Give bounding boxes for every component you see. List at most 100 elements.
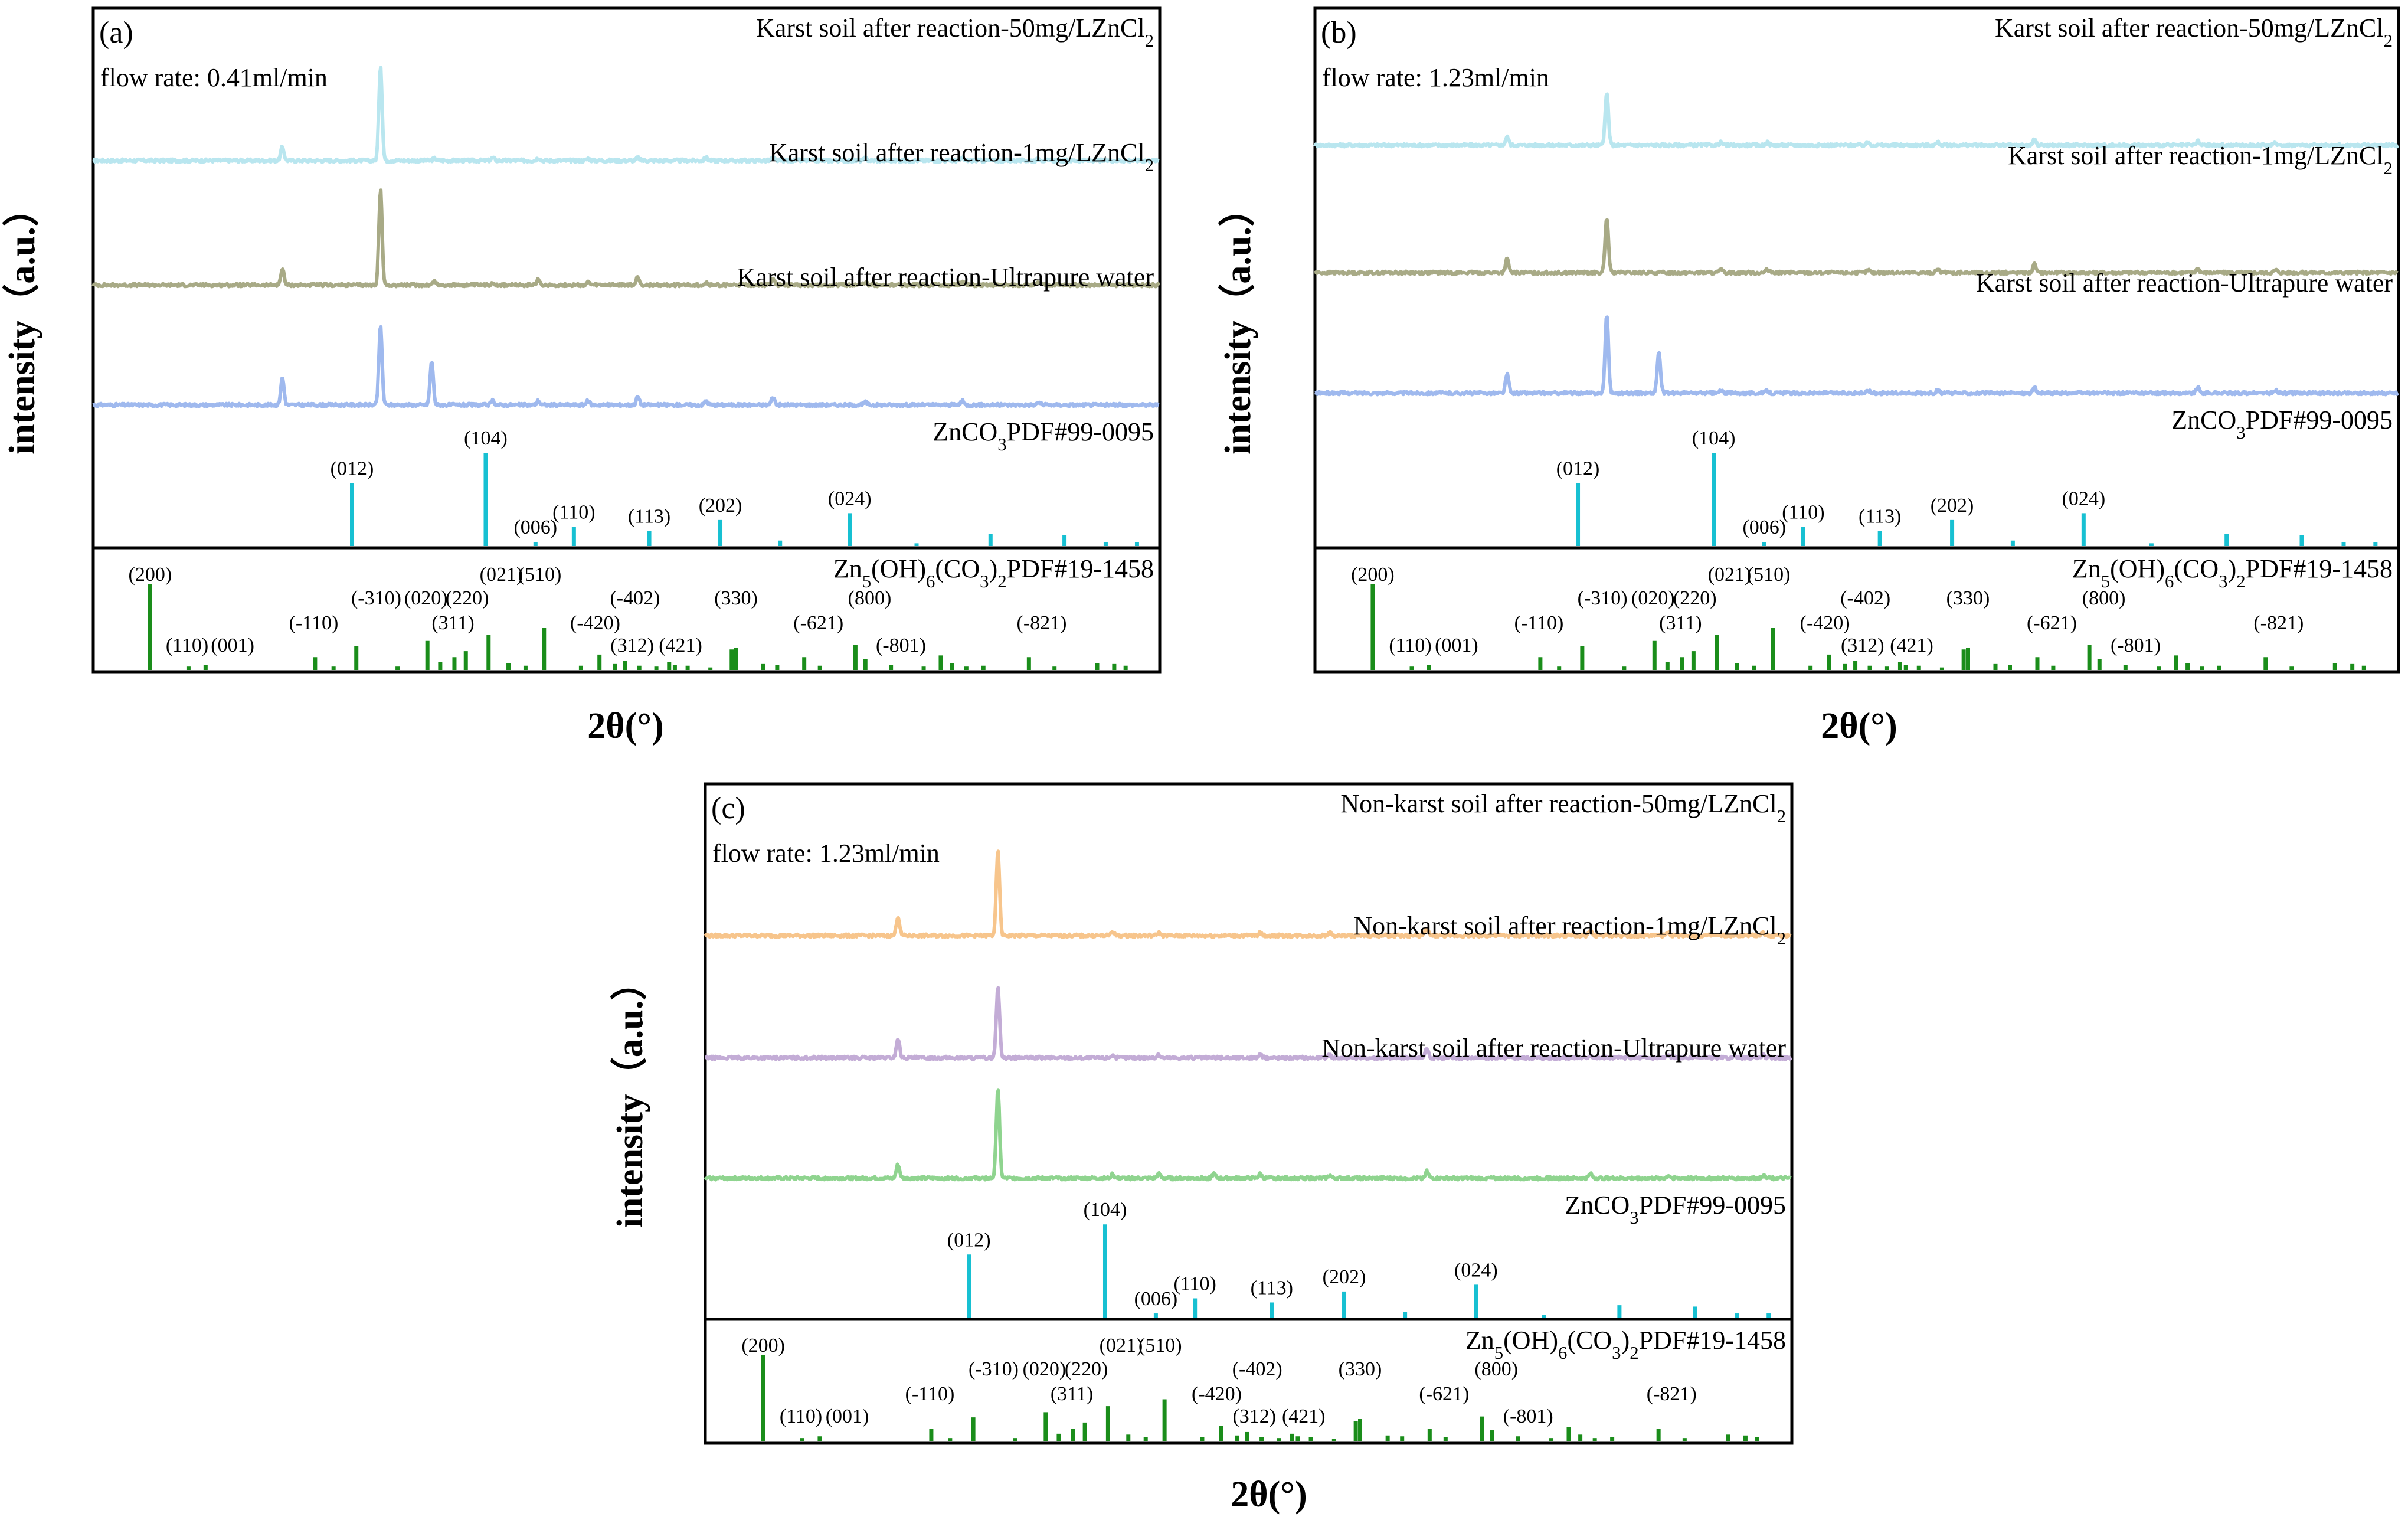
y-axis-label: intensity（a.u.） (609, 964, 650, 1228)
series-line-3 (92, 325, 1160, 408)
hzc-index-label: (421) (1890, 635, 1933, 656)
y-axis-label: intensity（a.u.） (1217, 190, 1258, 455)
hzc-index-label: (-110) (905, 1383, 955, 1405)
znco3-index-label: (113) (1859, 505, 1901, 527)
hzc-index-label: (220) (446, 587, 489, 609)
hzc-index-label: (800) (848, 587, 892, 609)
panel-label: (c) (711, 792, 745, 825)
hzc-index-label: (-310) (351, 587, 401, 609)
hzc-index-label: (-821) (2253, 612, 2304, 634)
znco3-index-label: (104) (1692, 427, 1736, 449)
series-label-3: Karst soil after reaction-Ultrapure wate… (1976, 269, 2393, 298)
hzc-index-label: (220) (1673, 587, 1717, 609)
hzc-reference-label: Zn5(OH)6(CO3)2PDF#19-1458 (2072, 554, 2393, 591)
hzc-index-label: (-402) (610, 587, 660, 609)
hzc-index-label: (800) (2082, 587, 2126, 609)
hzc-index-label: (-420) (1192, 1383, 1242, 1405)
hzc-reference-label: Zn5(OH)6(CO3)2PDF#19-1458 (833, 554, 1154, 591)
hzc-index-label: (001) (1435, 635, 1478, 656)
hzc-index-label: (510) (518, 564, 562, 586)
flow-rate-label: flow rate: 1.23ml/min (1322, 63, 1549, 92)
znco3-index-label: (104) (1084, 1199, 1127, 1221)
hzc-index-label: (311) (1051, 1383, 1093, 1405)
hzc-index-label: (-310) (969, 1358, 1019, 1380)
hzc-index-label: (330) (1339, 1358, 1382, 1380)
hzc-index-label: (-621) (2027, 612, 2077, 634)
hzc-index-label: (510) (1138, 1335, 1182, 1356)
hzc-index-label: (510) (1747, 564, 1791, 586)
hzc-index-label: (-621) (1419, 1383, 1469, 1405)
series-line-3 (704, 1088, 1792, 1182)
series-label-1: Non-karst soil after reaction-50mg/LZnCl… (1340, 789, 1786, 826)
znco3-index-label: (110) (1173, 1273, 1216, 1295)
series-line-2 (1313, 218, 2399, 276)
znco3-index-label: (110) (1782, 502, 1824, 524)
flow-rate-label: flow rate: 1.23ml/min (712, 839, 940, 868)
hzc-index-label: (220) (1065, 1358, 1108, 1380)
y-axis-label: intensity（a.u.） (1, 190, 42, 455)
series-line-1 (1313, 92, 2399, 149)
panel-label: (b) (1321, 16, 1357, 50)
series-label-3: Karst soil after reaction-Ultrapure wate… (737, 263, 1154, 292)
hzc-index-label: (-621) (793, 612, 843, 634)
series-line-3 (1314, 315, 2399, 397)
hzc-index-label: (312) (1841, 635, 1884, 656)
hzc-index-label: (-402) (1232, 1358, 1282, 1380)
hzc-index-label: (330) (714, 587, 758, 609)
hzc-index-label: (-402) (1840, 587, 1890, 609)
hzc-index-label: (021) (1100, 1335, 1143, 1356)
x-axis-label: 2θ(°) (1821, 706, 1897, 746)
hzc-index-label: (421) (659, 635, 702, 656)
hzc-index-label: (-110) (289, 612, 339, 634)
hzc-index-label: (021) (480, 564, 524, 586)
znco3-index-label: (202) (699, 495, 742, 517)
znco3-index-label: (024) (828, 488, 872, 509)
znco3-reference-label: ZnCO3PDF#99-0095 (1565, 1191, 1786, 1228)
znco3-index-label: (113) (628, 505, 670, 527)
series-label-2: Karst soil after reaction-1mg/LZnCl2 (769, 138, 1154, 175)
hzc-index-label: (311) (1659, 612, 1702, 634)
hzc-index-label: (800) (1474, 1358, 1518, 1380)
hzc-index-label: (200) (741, 1335, 785, 1356)
hzc-index-label: (001) (211, 635, 254, 656)
plot-frame-lower (704, 1318, 1794, 1445)
znco3-index-label: (024) (2062, 488, 2106, 509)
znco3-index-label: (012) (1556, 457, 1600, 479)
hzc-index-label: (020) (1631, 587, 1675, 609)
hzc-index-label: (110) (166, 635, 208, 656)
hzc-index-label: (312) (610, 635, 654, 656)
plot-frame-lower (91, 546, 1162, 674)
znco3-index-label: (024) (1454, 1259, 1498, 1281)
hzc-index-label: (-420) (570, 612, 620, 634)
hzc-index-label: (-420) (1800, 612, 1850, 634)
hzc-index-label: (-801) (876, 635, 926, 656)
hzc-index-label: (001) (826, 1405, 869, 1427)
hzc-reference-label: Zn5(OH)6(CO3)2PDF#19-1458 (1465, 1326, 1786, 1363)
hzc-index-label: (-310) (1578, 587, 1628, 609)
hzc-index-label: (-110) (1514, 612, 1564, 634)
znco3-index-label: (113) (1251, 1277, 1293, 1299)
znco3-index-label: (202) (1931, 495, 1974, 517)
panel-c: (c) flow rate: 1.23ml/min intensity（a.u.） 2… (609, 782, 1794, 1515)
znco3-index-label: (006) (1742, 517, 1786, 538)
znco3-index-label: (012) (331, 457, 374, 479)
series-label-1: Karst soil after reaction-50mg/LZnCl2 (1995, 14, 2393, 51)
hzc-index-label: (200) (129, 564, 172, 586)
znco3-index-label: (012) (947, 1229, 991, 1251)
series-line-1 (92, 66, 1160, 164)
hzc-index-label: (110) (1389, 635, 1431, 656)
hzc-index-label: (020) (404, 587, 448, 609)
znco3-index-label: (006) (513, 517, 557, 538)
znco3-index-label: (202) (1323, 1266, 1366, 1288)
znco3-index-label: (110) (552, 502, 595, 524)
flow-rate-label: flow rate: 0.41ml/min (100, 63, 328, 92)
hzc-index-label: (110) (780, 1405, 822, 1427)
series-label-2: Non-karst soil after reaction-1mg/LZnCl2 (1353, 911, 1786, 949)
znco3-reference-label: ZnCO3PDF#99-0095 (933, 417, 1154, 455)
znco3-reference-label: ZnCO3PDF#99-0095 (2171, 406, 2393, 443)
znco3-index-label: (104) (464, 427, 508, 449)
hzc-index-label: (330) (1946, 587, 1990, 609)
hzc-index-label: (021) (1708, 564, 1752, 586)
series-label-2: Karst soil after reaction-1mg/LZnCl2 (2008, 141, 2393, 178)
